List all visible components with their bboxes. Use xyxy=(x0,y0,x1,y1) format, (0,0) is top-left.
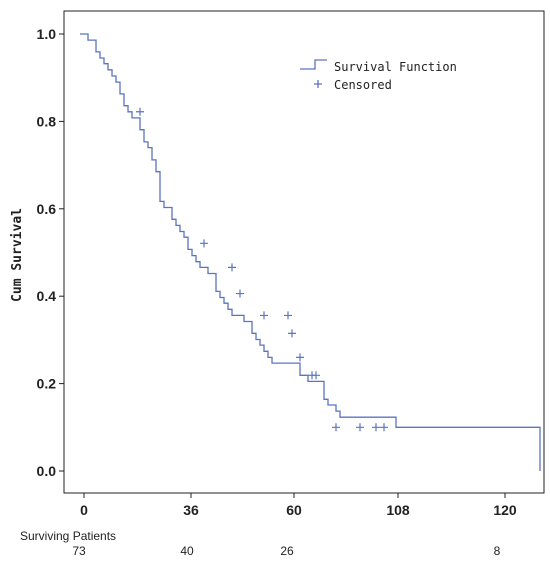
censored-marker xyxy=(296,353,304,362)
y-tick-label: 0.0 xyxy=(37,463,57,479)
legend: Survival Function Censored xyxy=(300,59,457,92)
censored-marker xyxy=(260,311,268,320)
y-axis: 0.0 0.2 0.4 0.6 0.8 1.0 xyxy=(37,26,64,479)
y-tick-label: 0.6 xyxy=(37,201,57,217)
censored-marker xyxy=(332,423,340,432)
x-tick-label: 108 xyxy=(386,502,410,518)
risk-count: 8 xyxy=(494,544,501,558)
censored-markers xyxy=(136,107,388,432)
legend-label-survival-function: Survival Function xyxy=(334,60,457,74)
x-tick-label: 60 xyxy=(286,502,302,518)
censored-marker xyxy=(284,311,292,320)
censored-marker xyxy=(200,239,208,248)
legend-step-line xyxy=(300,59,327,70)
x-tick-label: 0 xyxy=(80,502,88,518)
x-tick-label: 36 xyxy=(183,502,199,518)
risk-count: 40 xyxy=(180,544,194,558)
censored-marker xyxy=(288,329,296,338)
censored-marker xyxy=(136,107,144,116)
censored-marker xyxy=(312,371,320,380)
censored-marker xyxy=(236,289,244,298)
y-axis-label: Cum Survival xyxy=(10,208,25,302)
y-tick-label: 0.8 xyxy=(37,113,57,129)
risk-table-title: Surviving Patients xyxy=(20,529,116,543)
risk-count: 73 xyxy=(72,544,86,558)
risk-table: Surviving Patients 73 40 26 8 xyxy=(20,529,501,558)
x-tick-label: 120 xyxy=(493,502,517,518)
censored-marker xyxy=(356,423,364,432)
legend-plus-marker xyxy=(314,80,322,88)
y-tick-label: 0.4 xyxy=(37,288,57,304)
risk-count: 26 xyxy=(280,544,294,558)
censored-marker xyxy=(380,423,388,432)
legend-label-censored: Censored xyxy=(334,78,392,92)
y-tick-label: 1.0 xyxy=(37,26,57,42)
y-tick-label: 0.2 xyxy=(37,376,57,392)
censored-marker xyxy=(228,263,236,272)
survival-step-line xyxy=(80,33,541,471)
x-axis: 0 36 60 108 120 xyxy=(80,493,517,518)
survival-series xyxy=(80,33,541,471)
censored-marker xyxy=(372,423,380,432)
plot-frame xyxy=(63,10,545,494)
